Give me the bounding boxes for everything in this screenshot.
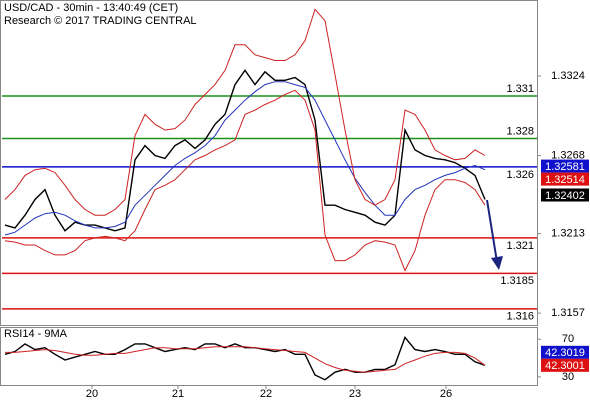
y-tick-label: 70: [562, 333, 574, 345]
price-tag-label: 1.32581: [545, 161, 585, 173]
x-tick-label: 21: [172, 388, 184, 400]
chart-subtitle: Research © 2017 TRADING CENTRAL: [4, 15, 197, 27]
chart-title: USD/CAD - 30min - 13:40:49 (CET): [4, 2, 178, 14]
x-tick-label: 26: [440, 388, 452, 400]
y-tick-label: 1.3268: [551, 149, 585, 161]
series-line: [4, 81, 486, 236]
price-tag-label: 42.3001: [545, 360, 585, 372]
series-line: [4, 336, 486, 381]
level-label: 1.316: [506, 311, 534, 323]
arrow-head: [491, 256, 503, 270]
price-tag-box: [541, 345, 589, 359]
y-tick-label: 1.3324: [551, 70, 585, 82]
price-tag-box: [541, 188, 589, 202]
arrow-shaft: [486, 199, 498, 263]
x-tick-label: 22: [260, 388, 272, 400]
price-tag-box: [541, 172, 589, 186]
y-tick-label: 30: [562, 371, 574, 383]
level-label: 1.3185: [500, 275, 534, 287]
y-tick-label: 1.3157: [551, 307, 585, 319]
level-label: 1.321: [506, 240, 534, 252]
series-line: [4, 89, 486, 272]
x-tick-label: 20: [86, 388, 98, 400]
rsi-frame: [0, 327, 538, 386]
price-tag-box: [541, 159, 589, 173]
forecast-arrow: [486, 199, 503, 270]
level-label: 1.328: [506, 125, 534, 137]
price-tag-box: [541, 358, 589, 372]
series-line: [4, 8, 486, 216]
level-label: 1.326: [506, 169, 534, 181]
price-tag-label: 42.3019: [545, 347, 585, 359]
price-tag-label: 1.32402: [545, 190, 585, 202]
level-label: 1.331: [506, 83, 534, 95]
main-frame: [0, 0, 538, 326]
series-line: [5, 346, 486, 373]
y-tick-label: 1.3213: [551, 228, 585, 240]
price-tag-label: 1.32514: [545, 174, 585, 186]
rsi-title: RSI14 - 9MA: [4, 328, 68, 340]
x-tick-label: 23: [349, 388, 361, 400]
